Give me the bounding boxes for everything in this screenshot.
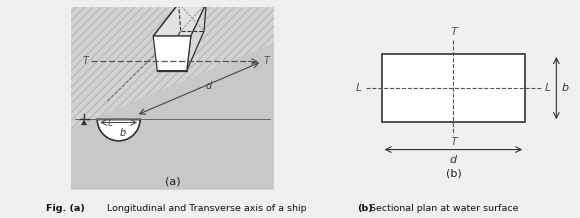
- Text: (b): (b): [445, 169, 461, 179]
- Polygon shape: [153, 3, 206, 36]
- Text: (a): (a): [165, 177, 180, 187]
- Text: (b): (b): [357, 204, 372, 213]
- Text: b: b: [119, 128, 126, 138]
- Text: L: L: [108, 119, 113, 128]
- Text: L: L: [545, 83, 551, 93]
- Text: T: T: [450, 27, 457, 37]
- Polygon shape: [71, 7, 274, 129]
- Text: Fig. (a): Fig. (a): [46, 204, 85, 213]
- Text: d: d: [450, 155, 457, 165]
- Text: L: L: [356, 83, 362, 93]
- Text: Longitudinal and Transverse axis of a ship: Longitudinal and Transverse axis of a sh…: [107, 204, 310, 213]
- Polygon shape: [81, 119, 87, 125]
- Bar: [382, 54, 525, 122]
- Text: Sectional plan at water surface: Sectional plan at water surface: [370, 204, 519, 213]
- Text: d: d: [205, 81, 211, 91]
- Text: T: T: [450, 137, 457, 147]
- Polygon shape: [71, 43, 274, 190]
- Polygon shape: [97, 119, 140, 141]
- Polygon shape: [153, 36, 191, 71]
- Text: T: T: [263, 56, 269, 66]
- Text: T: T: [82, 56, 88, 66]
- Polygon shape: [187, 3, 206, 71]
- Text: b: b: [562, 83, 569, 93]
